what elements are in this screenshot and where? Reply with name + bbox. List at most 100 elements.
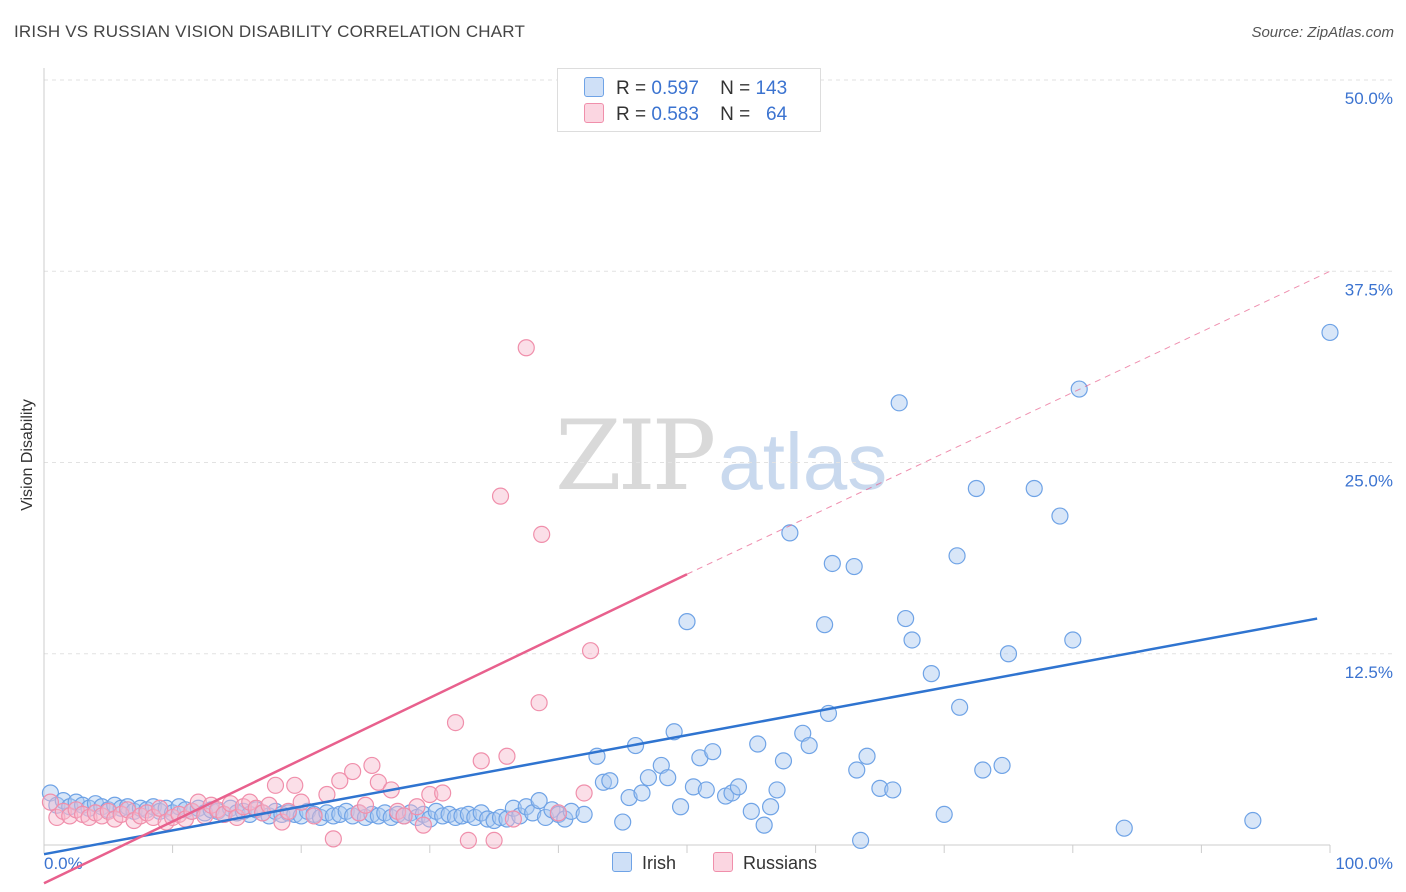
legend-r-label: R = [616, 78, 647, 99]
russians-point [434, 784, 452, 802]
irish-point [363, 805, 381, 824]
source-label: Source: ZipAtlas.com [1251, 24, 1394, 41]
irish-point [472, 804, 490, 822]
russians-point [241, 793, 259, 811]
bottom-legend-swatch-russians [713, 852, 733, 872]
irish-point [491, 808, 510, 827]
legend-r-value-russians: 0.583 [651, 104, 699, 125]
irish-point [1244, 811, 1262, 830]
irish-point [434, 807, 452, 825]
irish-point [594, 773, 613, 791]
irish-point [729, 778, 748, 796]
russians-point [408, 798, 426, 816]
irish-point [816, 616, 834, 634]
y-axis-label: Vision Disability [19, 399, 36, 511]
irish-point [1051, 507, 1069, 525]
russians-point [151, 799, 169, 817]
x-tick-label: 100.0% [1335, 854, 1393, 873]
russians-trend-extension [686, 270, 1331, 575]
irish-point [755, 816, 773, 834]
irish-point [601, 772, 619, 790]
legend-r-value-irish: 0.597 [651, 78, 699, 99]
y-tick-label: 50.0% [1345, 89, 1393, 108]
irish-point [446, 808, 465, 827]
irish-point [678, 613, 696, 631]
irish-point [620, 788, 638, 807]
irish-point [948, 547, 966, 565]
irish-point [112, 799, 130, 817]
legend-n-value-russians: 64 [766, 104, 788, 125]
russians-point [48, 808, 66, 827]
russians-point [533, 525, 551, 544]
russians-point [221, 795, 240, 813]
irish-point [781, 524, 799, 542]
russians-point [305, 807, 323, 825]
irish-point [614, 813, 632, 831]
russians-point [356, 796, 375, 814]
irish-point [858, 747, 876, 765]
bottom-legend-russians: Russians [713, 852, 817, 874]
irish-point [823, 554, 841, 573]
irish-point [935, 805, 953, 824]
irish-point [671, 798, 690, 816]
irish-point [993, 756, 1011, 775]
russians-point [273, 813, 291, 831]
russians-point [459, 831, 477, 850]
irish-point [800, 736, 818, 755]
irish-point [1025, 479, 1043, 498]
irish-point [903, 631, 921, 649]
irish-point [633, 784, 651, 802]
irish-point [742, 802, 760, 820]
y-tick-label: 37.5% [1345, 280, 1393, 299]
irish-point [1321, 323, 1339, 342]
russians-trend-line [43, 573, 688, 885]
irish-point [871, 779, 889, 797]
irish-trend-line [43, 617, 1318, 856]
russians-point [41, 793, 60, 811]
russians-point [530, 694, 548, 712]
chart-title: IRISH VS RUSSIAN VISION DISABILITY CORRE… [14, 22, 526, 41]
russians-point [421, 785, 439, 804]
legend-swatch-irish [584, 77, 604, 97]
russians-point [215, 805, 233, 824]
irish-point [659, 769, 677, 787]
irish-point [848, 761, 866, 779]
russians-point [504, 810, 522, 828]
russians-point [517, 339, 535, 357]
russians-point [369, 773, 387, 791]
irish-point [768, 781, 786, 799]
russians-point [498, 747, 516, 765]
irish-point [999, 645, 1018, 663]
irish-point [684, 778, 703, 796]
russians-point [331, 772, 349, 790]
bottom-legend-irish: Irish [612, 852, 676, 874]
irish-point [774, 752, 793, 770]
irish-point [639, 769, 658, 787]
russians-point [144, 808, 162, 827]
russians-point [549, 804, 568, 822]
irish-point [890, 394, 908, 412]
russians-point [575, 784, 593, 802]
irish-point [1064, 631, 1082, 649]
russians-point [491, 487, 510, 505]
irish-point [723, 784, 741, 802]
legend-n-label: N = [720, 104, 751, 125]
irish-point [453, 807, 471, 825]
russians-point [446, 713, 465, 732]
legend-row-russians: R = 0.583 N = 64 [584, 103, 787, 127]
irish-point [884, 781, 902, 799]
irish-point [897, 609, 915, 628]
irish-point [498, 810, 516, 828]
russians-point [581, 642, 600, 660]
irish-point [324, 807, 342, 825]
irish-point [479, 810, 497, 828]
russians-point [344, 762, 362, 781]
legend-n-label: N = [720, 78, 751, 99]
irish-point [704, 743, 722, 761]
correlation-legend: R = 0.597 N = 143 R = 0.583 N = 64 [557, 68, 821, 132]
irish-point [562, 802, 580, 820]
russians-point [414, 816, 432, 834]
russians-point [485, 831, 503, 850]
russians-point [395, 807, 413, 825]
legend-n-value-irish: 143 [755, 78, 788, 99]
